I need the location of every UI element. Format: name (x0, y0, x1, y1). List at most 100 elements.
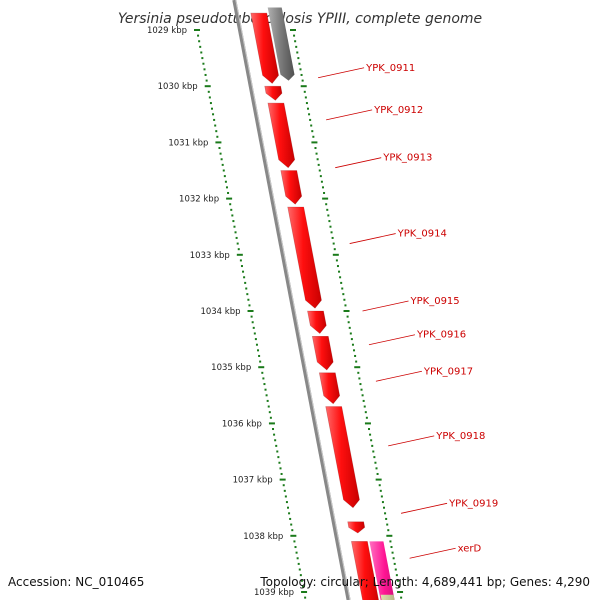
minor-tick-outer (340, 281, 343, 284)
minor-tick (243, 276, 246, 279)
minor-tick-outer (390, 546, 393, 549)
minor-tick (288, 512, 291, 515)
minor-tick (266, 399, 269, 402)
minor-tick-outer (336, 265, 339, 268)
minor-tick-outer (341, 287, 344, 290)
gene-label: xerD (458, 543, 482, 554)
major-tick (204, 85, 211, 88)
gene-label-leader (368, 334, 416, 346)
minor-tick (248, 304, 251, 307)
scale-tick-label: 1029 kbp (147, 26, 187, 36)
minor-tick (199, 45, 202, 48)
minor-tick (202, 62, 205, 65)
minor-tick (258, 354, 261, 357)
minor-tick (297, 562, 300, 565)
minor-tick (220, 158, 223, 161)
minor-tick (296, 557, 299, 560)
minor-tick-outer (394, 568, 397, 571)
minor-tick-outer (304, 96, 307, 99)
minor-tick-outer (360, 388, 363, 391)
major-tick-outer (311, 141, 318, 144)
minor-tick (198, 40, 201, 43)
minor-tick-outer (299, 68, 302, 71)
minor-tick-outer (335, 259, 338, 262)
gene-arrow-ypk_0913 (267, 102, 296, 169)
gene-label: YPK_0913 (382, 153, 432, 164)
minor-tick-outer (309, 118, 312, 121)
minor-tick (244, 281, 247, 284)
minor-tick-outer (318, 169, 321, 172)
scale-tick-label: 1031 kbp (168, 138, 208, 148)
minor-tick-outer (332, 242, 335, 245)
major-tick (247, 310, 254, 312)
minor-tick-outer (319, 175, 322, 178)
accession-text: Accession: NC_010465 (8, 575, 144, 589)
minor-tick-outer (355, 360, 358, 363)
genome-summary-text: Topology: circular; Length: 4,689,441 bp… (259, 575, 590, 589)
minor-tick-outer (294, 40, 297, 43)
gene-label-leader (409, 547, 456, 559)
minor-tick-outer (296, 51, 299, 54)
minor-tick-outer (338, 270, 341, 273)
gene-arrow-ypk_0915 (287, 206, 322, 309)
minor-tick (221, 163, 224, 166)
minor-tick-outer (372, 450, 375, 453)
minor-tick-outer (357, 371, 360, 374)
minor-tick-outer (383, 506, 386, 509)
gene-label: YPK_0919 (448, 498, 498, 509)
minor-tick (222, 169, 225, 172)
minor-tick (251, 321, 254, 324)
gene-label-leader (335, 157, 382, 169)
minor-tick-outer (374, 461, 377, 464)
minor-tick (278, 461, 281, 464)
minor-tick-outer (326, 208, 329, 211)
minor-tick-outer (396, 579, 399, 582)
backbone-line (232, 0, 351, 600)
minor-tick (200, 51, 203, 54)
minor-tick (295, 551, 298, 554)
minor-tick (261, 371, 264, 374)
minor-tick-outer (376, 472, 379, 475)
major-tick-outer (343, 310, 350, 312)
minor-tick (236, 242, 239, 245)
backbone (232, 0, 351, 600)
minor-tick-outer (384, 512, 387, 515)
backbone-highlight (235, 0, 351, 600)
map-title: Yersinia pseudotuberculosis YPIII, compl… (118, 11, 482, 27)
minor-tick (197, 34, 200, 37)
minor-tick-outer (327, 214, 330, 217)
minor-tick (232, 220, 235, 223)
minor-tick-outer (395, 574, 398, 577)
minor-tick-outer (380, 495, 383, 498)
minor-tick (277, 456, 280, 459)
minor-tick-outer (328, 220, 331, 223)
gene-arrow-xerd (351, 541, 379, 600)
major-tick-outer (322, 197, 329, 200)
minor-tick (263, 383, 266, 386)
minor-tick (265, 394, 268, 397)
scale-tick-label: 1032 kbp (179, 195, 219, 205)
minor-tick (289, 517, 292, 520)
minor-tick-outer (354, 354, 357, 357)
minor-tick (267, 405, 270, 408)
gene-label: YPK_0918 (435, 431, 485, 442)
minor-tick (231, 214, 234, 217)
minor-tick (234, 231, 237, 234)
minor-tick-outer (363, 405, 366, 408)
minor-tick-outer (364, 411, 367, 414)
major-tick (236, 253, 243, 256)
minor-tick-outer (389, 540, 392, 543)
minor-tick (201, 57, 204, 60)
minor-tick-outer (362, 399, 365, 402)
minor-tick-outer (310, 124, 313, 127)
scale-tick-label: 1039 kbp (254, 588, 294, 598)
minor-tick-outer (311, 130, 314, 133)
major-tick (301, 591, 308, 593)
minor-tick (268, 411, 271, 414)
minor-tick-outer (347, 321, 350, 324)
gene-arrow-ypk_0911 (250, 12, 279, 84)
minor-tick-outer (386, 523, 389, 526)
minor-tick (218, 147, 221, 150)
scale-tick-label: 1035 kbp (211, 363, 251, 373)
